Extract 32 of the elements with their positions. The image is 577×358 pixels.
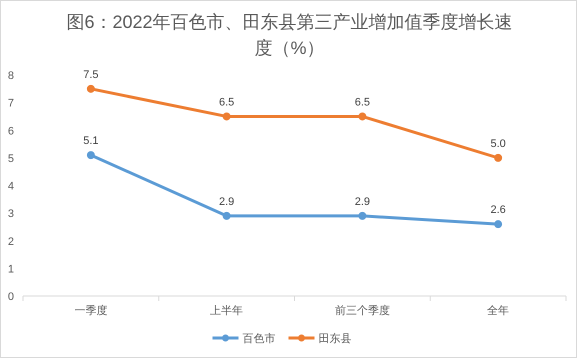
data-label: 2.6 [490, 204, 506, 216]
point [358, 112, 366, 120]
point [494, 220, 502, 228]
data-label: 6.5 [354, 96, 370, 108]
x-tick-label: 前三个季度 [334, 304, 390, 317]
chart-title: 图6：2022年百色市、田东县第三产业增加值季度增长速度（%） [65, 11, 514, 60]
y-tick-label: 5 [8, 152, 14, 165]
x-tick-label: 上半年 [210, 304, 244, 317]
point [86, 151, 95, 160]
x-tick-label: 全年 [487, 305, 510, 317]
y-tick-label: 8 [8, 70, 14, 82]
y-tick-label: 3 [8, 208, 14, 220]
y-tick-label: 6 [8, 125, 14, 138]
legend-label: 百色市 [242, 332, 276, 345]
legend-label: 田东县 [318, 332, 352, 345]
data-label: 2.9 [218, 196, 234, 208]
data-label: 5.1 [83, 135, 99, 148]
y-tick-label: 1 [8, 263, 14, 276]
data-label: 6.5 [218, 96, 234, 108]
point [222, 112, 231, 120]
y-tick-label: 7 [8, 98, 14, 110]
point [358, 212, 366, 220]
data-label: 5.0 [490, 138, 506, 150]
point [86, 84, 95, 93]
y-tick-label: 4 [8, 180, 14, 192]
y-tick-label: 0 [8, 291, 14, 303]
data-label: 2.9 [354, 196, 370, 208]
data-label: 7.5 [83, 68, 99, 81]
point [222, 212, 231, 220]
point [494, 154, 502, 162]
x-tick-label: 一季度 [74, 304, 108, 317]
y-tick-label: 2 [8, 236, 14, 248]
